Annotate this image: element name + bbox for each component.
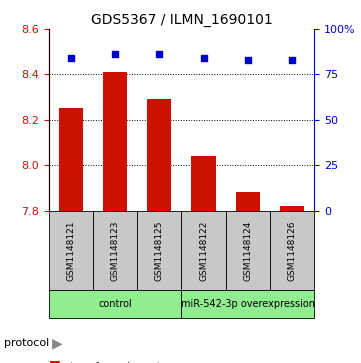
Text: GSM1148124: GSM1148124 <box>243 220 252 281</box>
Bar <box>49 290 181 318</box>
Bar <box>181 211 226 290</box>
Title: GDS5367 / ILMN_1690101: GDS5367 / ILMN_1690101 <box>91 13 272 26</box>
Bar <box>191 156 216 211</box>
Point <box>289 57 295 63</box>
Text: ■: ■ <box>49 358 61 363</box>
Point <box>245 57 251 63</box>
Text: control: control <box>98 299 132 309</box>
Bar <box>93 211 137 290</box>
Bar <box>280 206 304 211</box>
Text: transformed count: transformed count <box>70 362 161 363</box>
Text: GSM1148123: GSM1148123 <box>110 220 119 281</box>
Point <box>112 52 118 57</box>
Point <box>156 52 162 57</box>
Bar <box>226 211 270 290</box>
Bar <box>147 99 171 211</box>
Point <box>68 55 74 61</box>
Bar <box>236 192 260 211</box>
Text: GSM1148121: GSM1148121 <box>66 220 75 281</box>
Text: protocol: protocol <box>4 338 49 348</box>
Bar <box>137 211 182 290</box>
Text: miR-542-3p overexpression: miR-542-3p overexpression <box>181 299 315 309</box>
Point <box>201 55 206 61</box>
Text: ▶: ▶ <box>52 336 63 350</box>
Bar <box>270 211 314 290</box>
Bar <box>49 211 93 290</box>
Bar <box>181 290 314 318</box>
Text: GSM1148122: GSM1148122 <box>199 220 208 281</box>
Text: GSM1148126: GSM1148126 <box>287 220 296 281</box>
Text: GSM1148125: GSM1148125 <box>155 220 164 281</box>
Bar <box>59 109 83 211</box>
Bar <box>103 72 127 211</box>
